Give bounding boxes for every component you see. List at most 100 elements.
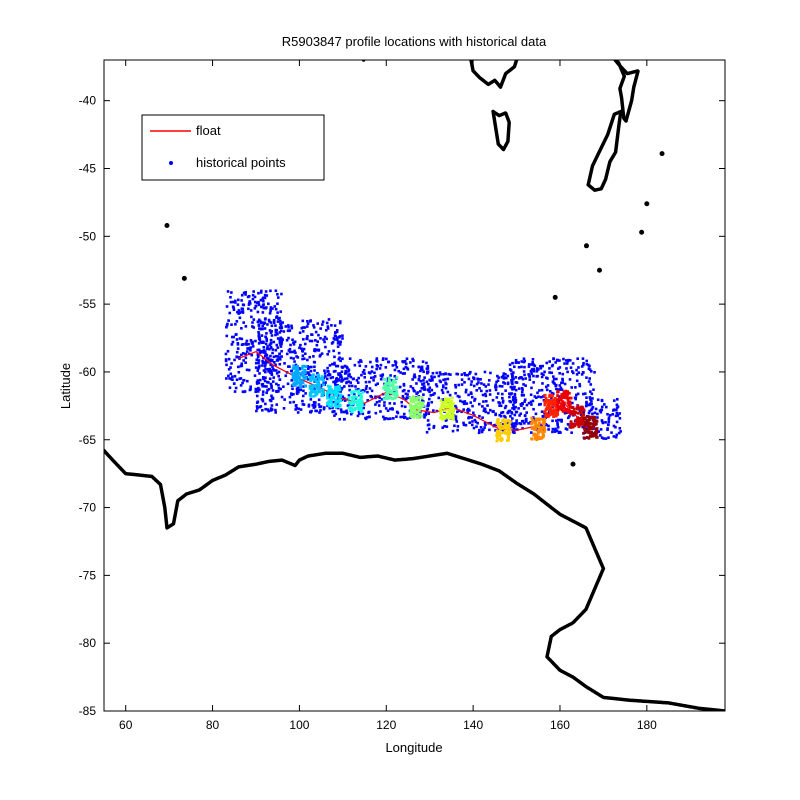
historical-point — [261, 304, 265, 307]
historical-point — [560, 418, 563, 422]
historical-point — [472, 411, 475, 415]
historical-point — [324, 381, 327, 384]
profile-point — [417, 396, 421, 399]
profile-point — [564, 391, 568, 395]
historical-point — [425, 408, 429, 412]
historical-point — [476, 378, 480, 381]
profile-point — [547, 400, 551, 404]
profile-point — [384, 392, 388, 396]
historical-point — [228, 377, 231, 380]
profile-point — [441, 417, 444, 421]
historical-point — [340, 388, 343, 391]
profile-point — [328, 390, 331, 394]
historical-point — [306, 358, 309, 362]
historical-point — [515, 421, 518, 425]
historical-point — [554, 384, 557, 388]
profile-point — [332, 391, 336, 394]
historical-point — [581, 425, 584, 429]
historical-point — [238, 337, 242, 340]
historical-point — [469, 401, 473, 404]
historical-point — [520, 391, 524, 394]
historical-point — [509, 414, 512, 418]
historical-point — [511, 395, 515, 399]
historical-point — [491, 410, 495, 414]
historical-point — [404, 392, 408, 396]
historical-point — [297, 407, 301, 411]
historical-point — [262, 345, 266, 349]
historical-point — [352, 377, 355, 381]
historical-point — [383, 404, 386, 407]
historical-point — [529, 431, 533, 434]
historical-point — [587, 380, 591, 383]
historical-point — [456, 410, 459, 414]
historical-point — [517, 365, 521, 369]
island-balleny — [570, 461, 576, 467]
profile-point — [296, 371, 299, 375]
historical-point — [603, 403, 606, 406]
historical-point — [577, 371, 581, 374]
historical-point — [591, 397, 594, 400]
historical-point — [576, 392, 580, 396]
historical-point — [257, 334, 261, 338]
historical-point — [343, 364, 347, 368]
historical-point — [604, 421, 607, 424]
historical-point — [353, 363, 357, 367]
historical-point — [419, 410, 422, 414]
historical-point — [435, 384, 439, 388]
historical-point — [274, 369, 278, 372]
historical-point — [511, 382, 514, 386]
historical-point — [315, 409, 319, 413]
historical-point — [340, 370, 344, 374]
historical-point — [617, 431, 621, 435]
historical-point — [302, 338, 305, 341]
historical-point — [375, 357, 379, 360]
historical-point — [264, 350, 267, 354]
profile-point — [507, 423, 511, 427]
historical-point — [454, 385, 458, 389]
historical-point — [401, 395, 405, 398]
historical-point — [232, 382, 236, 385]
historical-point — [294, 404, 298, 408]
profile-point — [299, 385, 303, 389]
historical-point — [477, 431, 481, 435]
profile-point — [558, 405, 562, 409]
historical-point — [409, 361, 412, 364]
historical-point — [454, 415, 458, 418]
historical-point — [285, 338, 289, 342]
profile-point — [295, 366, 298, 369]
historical-point — [306, 365, 309, 368]
historical-point — [512, 387, 516, 391]
historical-point — [585, 376, 588, 379]
profile-point — [582, 413, 585, 416]
historical-point — [257, 365, 261, 369]
historical-point — [349, 375, 353, 379]
historical-point — [518, 422, 521, 425]
historical-point — [575, 393, 578, 397]
profile-point — [582, 431, 585, 435]
historical-point — [283, 398, 286, 401]
historical-point — [514, 400, 518, 404]
historical-point — [280, 337, 284, 341]
island-heard — [181, 275, 187, 281]
historical-point — [263, 293, 267, 297]
historical-point — [558, 384, 562, 387]
historical-point — [276, 358, 280, 361]
historical-point — [464, 390, 468, 394]
historical-point — [262, 377, 265, 380]
profile-point — [541, 431, 545, 435]
profile-point — [562, 396, 566, 399]
historical-point — [310, 333, 314, 337]
historical-point — [333, 363, 336, 366]
historical-point — [431, 393, 435, 396]
historical-point — [260, 289, 263, 293]
historical-point — [347, 394, 351, 397]
historical-point — [461, 400, 464, 404]
historical-point — [504, 389, 507, 392]
historical-point — [240, 299, 243, 302]
profile-point — [498, 426, 502, 429]
historical-point — [315, 343, 319, 347]
profile-point — [584, 429, 588, 433]
historical-point — [242, 291, 246, 295]
historical-point — [610, 431, 613, 434]
historical-point — [531, 399, 535, 403]
